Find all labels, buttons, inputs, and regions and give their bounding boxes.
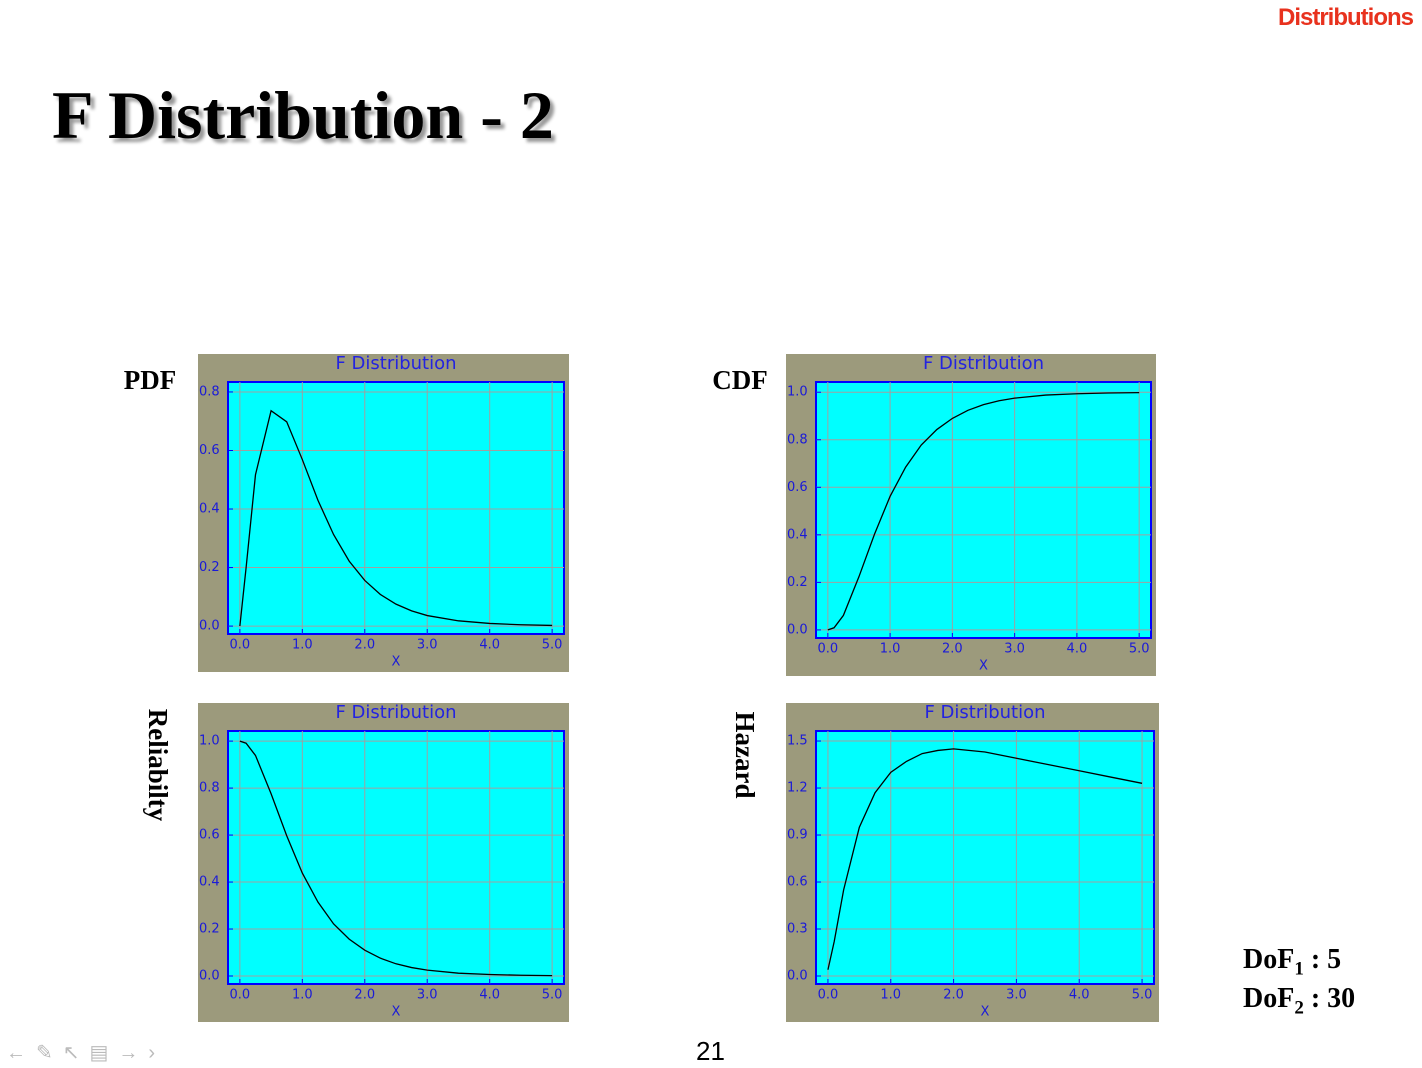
x-tick-label: 5.0 — [1129, 642, 1150, 657]
data-line — [827, 748, 1143, 970]
dof-label: DoF — [1243, 983, 1295, 1014]
x-tick-label: 0.0 — [230, 988, 251, 1003]
x-tick-label: 0.0 — [817, 642, 838, 657]
x-tick-label: 4.0 — [1067, 642, 1088, 657]
x-axis-label: X — [981, 1005, 990, 1020]
x-tick-label: 4.0 — [479, 988, 500, 1003]
y-tick-label: 0.6 — [199, 443, 220, 458]
chart-title: F Distribution — [335, 353, 456, 374]
x-tick-label: 4.0 — [479, 638, 500, 653]
x-tick-label: 1.0 — [880, 642, 901, 657]
dof-1: DoF1 : 5 — [1243, 944, 1341, 981]
y-tick-label: 1.0 — [199, 734, 220, 749]
y-tick-label: 0.2 — [787, 575, 808, 590]
y-tick-label: 0.8 — [199, 781, 220, 796]
y-tick-label: 0.6 — [787, 875, 808, 890]
y-tick-label: 0.3 — [787, 922, 808, 937]
x-tick-label: 3.0 — [1004, 642, 1025, 657]
y-tick-label: 1.2 — [787, 781, 808, 796]
chart-title: F Distribution — [335, 702, 456, 723]
x-tick-label: 1.0 — [880, 988, 901, 1003]
data-line — [239, 409, 553, 627]
dof-value: : 5 — [1310, 944, 1342, 975]
x-tick-label: 2.0 — [354, 988, 375, 1003]
data-line — [239, 740, 553, 977]
y-tick-label: 0.8 — [199, 384, 220, 399]
x-tick-label: 5.0 — [542, 988, 563, 1003]
header: Distributions — [1278, 4, 1414, 31]
dof-subscript: 1 — [1294, 958, 1304, 980]
x-axis-label: X — [979, 659, 988, 674]
chart: F Distribution 0.0 0.3 0.6 0.9 1.2 1.5 0.0 1.0 2.… — [730, 702, 1159, 1022]
data-line — [827, 391, 1140, 631]
y-tick-label: 0.4 — [199, 875, 220, 890]
y-tick-label: 0.9 — [787, 828, 808, 843]
y-tick-label: 0.8 — [787, 432, 808, 447]
x-tick-label: 5.0 — [1132, 988, 1153, 1003]
x-tick-label: 5.0 — [542, 638, 563, 653]
y-tick-label: 0.4 — [787, 527, 808, 542]
x-tick-label: 0.0 — [818, 988, 839, 1003]
plot-area — [815, 381, 1152, 639]
y-tick-label: 0.6 — [199, 828, 220, 843]
chart: F Distribution 0.0 0.2 0.4 0.6 0.8 1.0 0.0 1.0 2.… — [712, 353, 1156, 676]
chart: F Distribution 0.0 0.2 0.4 0.6 0.8 0.0 1.0 2.0 3.… — [124, 353, 569, 672]
chart-title: F Distribution — [923, 353, 1044, 374]
x-tick-label: 1.0 — [292, 638, 313, 653]
x-axis-label: X — [392, 655, 401, 670]
y-tick-label: 0.4 — [199, 502, 220, 517]
dof-2: DoF2 : 30 — [1243, 983, 1355, 1020]
y-tick-label: 1.5 — [787, 734, 808, 749]
x-tick-label: 2.0 — [942, 642, 963, 657]
y-tick-label: 0.0 — [787, 622, 808, 637]
y-tick-label: 0.0 — [787, 969, 808, 984]
x-tick-label: 0.0 — [230, 638, 251, 653]
slide-title: F Distribution - 2 — [52, 77, 554, 153]
x-axis-label: X — [392, 1005, 401, 1020]
x-tick-label: 3.0 — [417, 638, 438, 653]
dof-subscript: 2 — [1294, 997, 1304, 1019]
x-tick-label: 3.0 — [417, 988, 438, 1003]
y-tick-label: 1.0 — [787, 385, 808, 400]
side-label: Hazard — [730, 712, 760, 799]
y-tick-label: 0.6 — [787, 480, 808, 495]
y-tick-label: 0.2 — [199, 922, 220, 937]
x-tick-label: 4.0 — [1069, 988, 1090, 1003]
page-number: 21 — [696, 1036, 725, 1066]
plot-area — [227, 730, 565, 985]
x-tick-label: 1.0 — [292, 988, 313, 1003]
dof-label: DoF — [1243, 944, 1295, 975]
side-label: CDF — [712, 365, 768, 395]
slide-nav[interactable]: ←✎↖▤→› — [6, 1042, 166, 1064]
y-tick-label: 0.0 — [199, 619, 220, 634]
plot-area — [815, 730, 1155, 985]
side-label: Reliabilty — [143, 709, 173, 822]
x-tick-label: 3.0 — [1006, 988, 1027, 1003]
x-tick-label: 2.0 — [943, 988, 964, 1003]
y-tick-label: 0.2 — [199, 560, 220, 575]
plot-area — [227, 381, 565, 635]
dof-value: : 30 — [1310, 983, 1356, 1014]
x-tick-label: 2.0 — [354, 638, 375, 653]
chart-title: F Distribution — [924, 702, 1045, 723]
chart: F Distribution 0.0 0.2 0.4 0.6 0.8 1.0 0.0 1.0 2.… — [143, 702, 569, 1022]
y-tick-label: 0.0 — [199, 969, 220, 984]
side-label: PDF — [124, 365, 176, 395]
